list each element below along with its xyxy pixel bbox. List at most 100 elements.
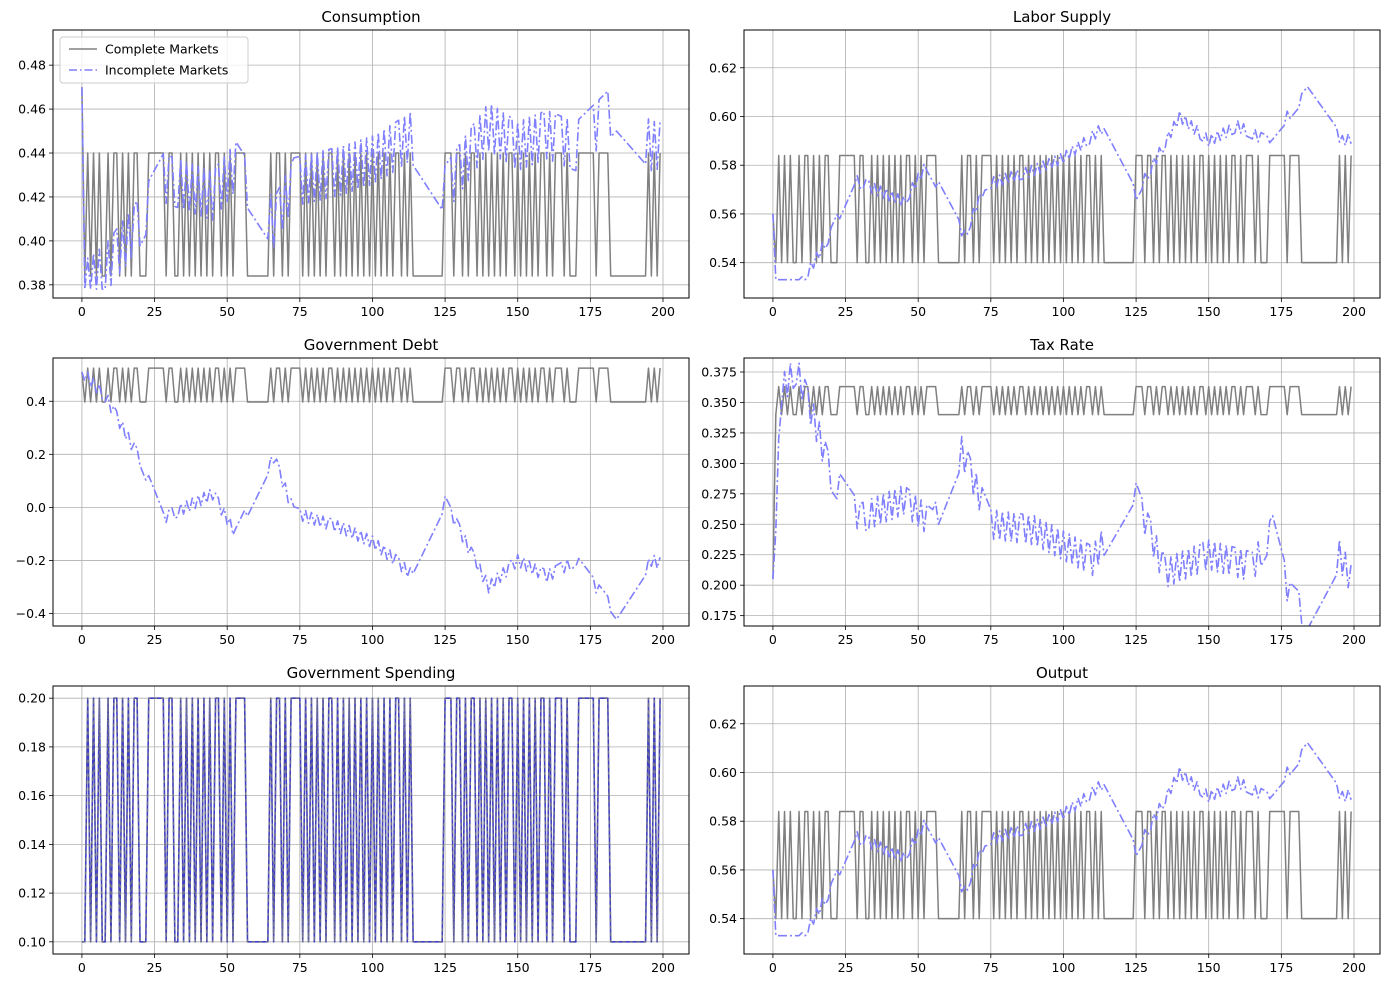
y-tick-label: 0.350 <box>701 395 737 410</box>
y-axis-ticks: −0.4 −0.2 0.0 0.2 0.4 <box>16 394 53 621</box>
x-tick-label: 100 <box>1052 632 1076 647</box>
y-tick-label: 0.375 <box>701 365 737 380</box>
panel-government-debt: 0 25 50 75 100 125 150 175 200 −0.4 −0.2 0.0 0.2 0.4… <box>16 336 690 647</box>
y-tick-label: 0.56 <box>709 862 737 877</box>
x-tick-label: 25 <box>147 304 163 319</box>
panel-tax-rate: 0 25 50 75 100 125 150 175 200 0.1750.2000.2250.… <box>701 336 1381 647</box>
incomplete-markets-line <box>81 371 661 621</box>
complete-markets-path <box>772 810 1352 920</box>
y-tick-label: 0.46 <box>18 102 46 117</box>
complete-markets-line <box>772 154 1352 264</box>
panel-government-spending: 0 25 50 75 100 125 150 175 200 0.100.120.140.160… <box>18 664 690 975</box>
x-tick-label: 0 <box>769 304 777 319</box>
chart-title: Consumption <box>321 8 420 26</box>
x-tick-label: 175 <box>578 960 602 975</box>
legend-box <box>59 36 249 84</box>
x-tick-label: 175 <box>1269 960 1293 975</box>
y-tick-label: 0.250 <box>701 517 737 532</box>
complete-markets-path <box>81 697 661 943</box>
incomplete-markets-path <box>772 741 1352 937</box>
y-tick-label: 0.60 <box>709 109 737 124</box>
axes-frame <box>743 357 1381 627</box>
complete-markets-path <box>772 154 1352 264</box>
x-tick-label: 50 <box>910 304 926 319</box>
x-tick-label: 0 <box>769 632 777 647</box>
y-tick-label: 0.48 <box>18 58 46 73</box>
y-tick-label: 0.18 <box>18 739 46 754</box>
incomplete-markets-path <box>81 87 661 291</box>
y-tick-label: 0.300 <box>701 456 737 471</box>
y-tick-label: 0.16 <box>18 788 46 803</box>
chart-title: Government Spending <box>287 664 456 682</box>
complete-markets-line <box>772 385 1352 580</box>
incomplete-markets-line <box>81 87 661 291</box>
y-axis-ticks: 0.38 0.40 0.42 0.44 0.46 0.48 <box>18 58 53 292</box>
y-tick-label: 0.62 <box>709 60 737 75</box>
x-tick-label: 175 <box>1269 304 1293 319</box>
legend: Complete Markets Incomplete Markets <box>59 36 249 84</box>
axes-frame <box>743 29 1381 299</box>
x-tick-label: 150 <box>506 304 530 319</box>
y-tick-label: 0.14 <box>18 837 46 852</box>
complete-markets-line <box>772 810 1352 920</box>
x-tick-label: 125 <box>1124 304 1148 319</box>
complete-markets-path <box>772 385 1352 580</box>
axes-frame <box>52 685 690 955</box>
incomplete-markets-path <box>81 371 661 621</box>
chart-title: Tax Rate <box>1029 336 1094 354</box>
y-tick-label: 0.20 <box>18 691 46 706</box>
y-tick-label: −0.2 <box>16 553 46 568</box>
y-tick-label: 0.44 <box>18 146 46 161</box>
complete-markets-line <box>81 697 661 943</box>
x-tick-label: 200 <box>651 960 675 975</box>
grid-lines <box>744 358 1380 626</box>
y-axis-ticks: 0.10 0.12 0.14 0.16 0.18 0.20 <box>18 691 53 949</box>
complete-markets-path <box>81 367 661 403</box>
x-tick-label: 175 <box>1269 632 1293 647</box>
y-axis-ticks: 0.175 0.200 0.225 0.250 0.275 0.300 0.325 0.350… <box>701 365 744 623</box>
x-tick-label: 25 <box>147 632 163 647</box>
axes-frame <box>52 357 690 627</box>
x-tick-label: 150 <box>506 632 530 647</box>
chart-title: Labor Supply <box>1013 8 1111 26</box>
axes-frame <box>52 29 690 299</box>
x-tick-label: 50 <box>219 632 235 647</box>
y-axis-ticks: 0.54 0.56 0.58 0.60 0.62 <box>709 60 744 270</box>
x-axis-ticks: 0 25 50 75 100 125 150 175 200 <box>78 954 675 975</box>
y-tick-label: 0.325 <box>701 425 737 440</box>
x-tick-label: 50 <box>219 304 235 319</box>
x-axis-ticks: 0 25 50 75 100 125 150 175 200 <box>769 298 1366 319</box>
x-tick-label: 50 <box>910 960 926 975</box>
y-tick-label: 0.0 <box>26 500 46 515</box>
y-tick-label: 0.56 <box>709 206 737 221</box>
incomplete-markets-path <box>772 362 1352 626</box>
x-tick-label: 125 <box>433 632 457 647</box>
x-tick-label: 0 <box>769 960 777 975</box>
x-tick-label: 150 <box>506 960 530 975</box>
x-axis-ticks: 0 25 50 75 100 125 150 175 200 <box>769 954 1366 975</box>
x-tick-label: 175 <box>578 304 602 319</box>
y-tick-label: 0.62 <box>709 716 737 731</box>
y-tick-label: 0.54 <box>709 255 737 270</box>
grid-lines <box>744 686 1380 954</box>
panel-consumption: 0 25 50 75 100 125 150 175 200 0.380.400.420.440… <box>18 8 690 319</box>
x-tick-label: 200 <box>1342 304 1366 319</box>
incomplete-markets-path <box>772 85 1352 281</box>
x-tick-label: 175 <box>578 632 602 647</box>
x-tick-label: 100 <box>361 632 385 647</box>
y-tick-label: 0.58 <box>709 814 737 829</box>
y-tick-label: 0.12 <box>18 886 46 901</box>
y-tick-label: 0.60 <box>709 765 737 780</box>
y-tick-label: 0.58 <box>709 158 737 173</box>
x-tick-label: 200 <box>1342 960 1366 975</box>
x-tick-label: 50 <box>219 960 235 975</box>
chart-title: Government Debt <box>304 336 439 354</box>
y-tick-label: 0.275 <box>701 486 737 501</box>
axes-frame <box>743 685 1381 955</box>
x-tick-label: 150 <box>1197 960 1221 975</box>
x-axis-ticks: 0 25 50 75 100 125 150 175 200 <box>78 298 675 319</box>
incomplete-markets-line <box>772 741 1352 937</box>
x-tick-label: 100 <box>361 960 385 975</box>
legend-incomplete-label: Incomplete Markets <box>105 63 228 78</box>
